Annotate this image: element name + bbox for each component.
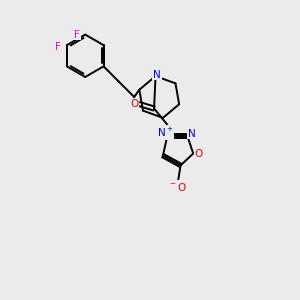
Text: O: O	[130, 99, 138, 109]
Text: $^-$O: $^-$O	[168, 181, 187, 193]
Text: F: F	[74, 30, 80, 40]
Text: N: N	[188, 128, 196, 139]
Text: F: F	[55, 42, 61, 52]
Text: O: O	[194, 148, 203, 159]
Text: N$^+$: N$^+$	[157, 126, 173, 139]
Text: N: N	[153, 70, 161, 80]
